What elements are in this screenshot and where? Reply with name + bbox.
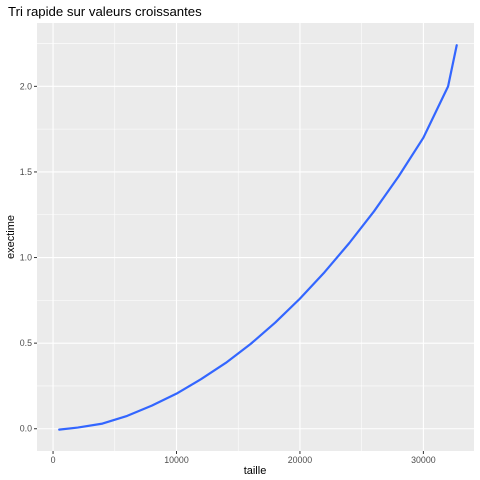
y-tick-label: 1.5 — [20, 167, 32, 177]
y-axis-title: exectime — [5, 215, 17, 259]
x-axis: 0 10000 20000 30000 — [51, 451, 436, 465]
y-tick-label: 2.0 — [20, 81, 32, 91]
x-tick-label: 20000 — [288, 455, 313, 465]
y-tick-label: 0.5 — [20, 338, 32, 348]
series-layer — [58, 44, 458, 431]
chart-title: Tri rapide sur valeurs croissantes — [8, 4, 202, 19]
grid-major — [37, 23, 474, 451]
plot-panel — [37, 23, 474, 451]
y-tick-label: 1.0 — [20, 253, 32, 263]
x-axis-title: taille — [244, 465, 267, 477]
grid-minor — [37, 23, 474, 451]
y-axis: 0.0 0.5 1.0 1.5 2.0 — [20, 81, 37, 434]
series-line — [58, 44, 458, 431]
x-tick-label: 30000 — [411, 455, 436, 465]
x-tick-label: 10000 — [164, 455, 189, 465]
y-tick-label: 0.0 — [20, 424, 32, 434]
x-tick-label: 0 — [51, 455, 56, 465]
